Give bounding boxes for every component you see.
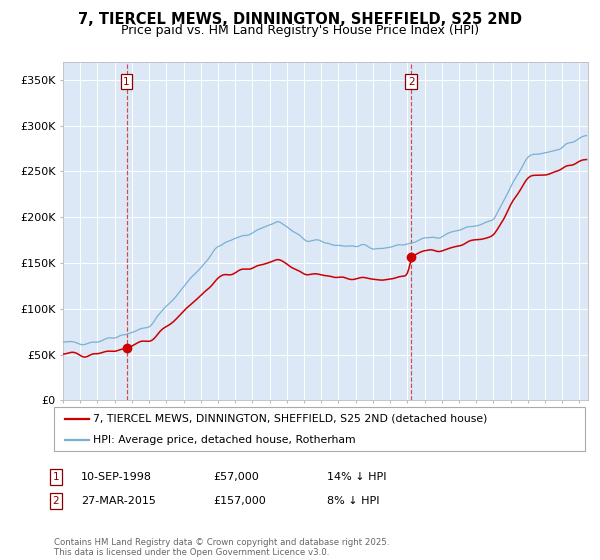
- Text: £57,000: £57,000: [213, 472, 259, 482]
- Text: 2: 2: [408, 77, 415, 87]
- Text: Price paid vs. HM Land Registry's House Price Index (HPI): Price paid vs. HM Land Registry's House …: [121, 24, 479, 37]
- Text: 7, TIERCEL MEWS, DINNINGTON, SHEFFIELD, S25 2ND (detached house): 7, TIERCEL MEWS, DINNINGTON, SHEFFIELD, …: [93, 414, 487, 424]
- Text: HPI: Average price, detached house, Rotherham: HPI: Average price, detached house, Roth…: [93, 435, 356, 445]
- Text: 1: 1: [52, 472, 59, 482]
- Text: 10-SEP-1998: 10-SEP-1998: [81, 472, 152, 482]
- Text: Contains HM Land Registry data © Crown copyright and database right 2025.
This d: Contains HM Land Registry data © Crown c…: [54, 538, 389, 557]
- Text: 1: 1: [123, 77, 130, 87]
- Text: 7, TIERCEL MEWS, DINNINGTON, SHEFFIELD, S25 2ND: 7, TIERCEL MEWS, DINNINGTON, SHEFFIELD, …: [78, 12, 522, 27]
- Text: £157,000: £157,000: [213, 496, 266, 506]
- Text: 2: 2: [52, 496, 59, 506]
- Text: 8% ↓ HPI: 8% ↓ HPI: [327, 496, 380, 506]
- Text: 14% ↓ HPI: 14% ↓ HPI: [327, 472, 386, 482]
- Text: 27-MAR-2015: 27-MAR-2015: [81, 496, 156, 506]
